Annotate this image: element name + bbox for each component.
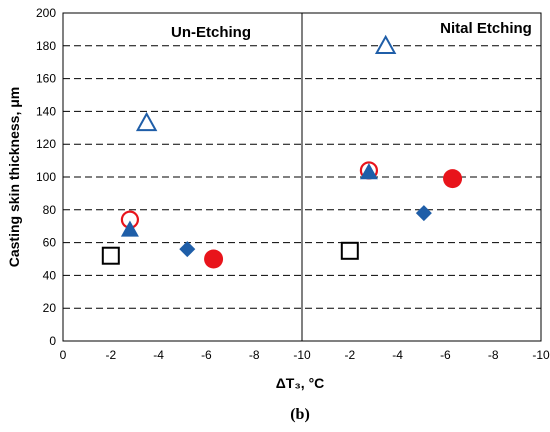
x-tick-label: -10 (532, 348, 550, 362)
x-tick-label: -2 (344, 348, 355, 362)
filled-diamond-marker (415, 205, 432, 222)
filled-triangle-marker (359, 163, 378, 180)
x-tick-label: -4 (392, 348, 403, 362)
filled-diamond-marker (179, 241, 196, 258)
data-points (101, 34, 463, 269)
figure-caption: (b) (290, 406, 310, 423)
x-tick-label: 0 (60, 348, 67, 362)
tick-labels: 0 20 40 60 80 100 120 140 160 180 200 0 -2 -4 -6 -8 -10 -… (36, 6, 550, 362)
x-tick-label: -10 (293, 348, 311, 362)
y-axis-title: Casting skin thickness, μm (6, 87, 22, 268)
filled-triangle-marker (120, 220, 139, 237)
x-tick-label: -2 (105, 348, 116, 362)
x-tick-label: -6 (201, 348, 212, 362)
open-square-marker (340, 241, 359, 260)
y-tick-label: 160 (36, 72, 56, 86)
open-triangle-marker (135, 111, 158, 132)
x-tick-label: -4 (153, 348, 164, 362)
y-tick-label: 140 (36, 104, 56, 118)
open-triangle-marker (374, 34, 397, 54)
filled-circle-marker (443, 169, 463, 189)
x-axis-title: ΔT₃, °C (276, 375, 325, 391)
filled-circle-marker (204, 249, 224, 269)
y-tick-label: 200 (36, 6, 56, 20)
panel-title-nital-etching: Nital Etching (440, 20, 532, 37)
x-tick-label: -6 (440, 348, 451, 362)
y-tick-label: 120 (36, 137, 56, 151)
y-tick-label: 100 (36, 170, 56, 184)
y-tick-label: 40 (43, 268, 57, 282)
y-tick-label: 180 (36, 39, 56, 53)
plot-frame (62, 12, 542, 342)
y-tick-label: 0 (49, 334, 56, 348)
y-tick-label: 80 (43, 203, 57, 217)
panel-title-un-etching: Un-Etching (171, 24, 251, 41)
y-tick-label: 20 (43, 301, 57, 315)
x-tick-label: -8 (249, 348, 260, 362)
y-tick-label: 60 (43, 236, 57, 250)
x-tick-label: -8 (488, 348, 499, 362)
open-square-marker (101, 246, 120, 265)
